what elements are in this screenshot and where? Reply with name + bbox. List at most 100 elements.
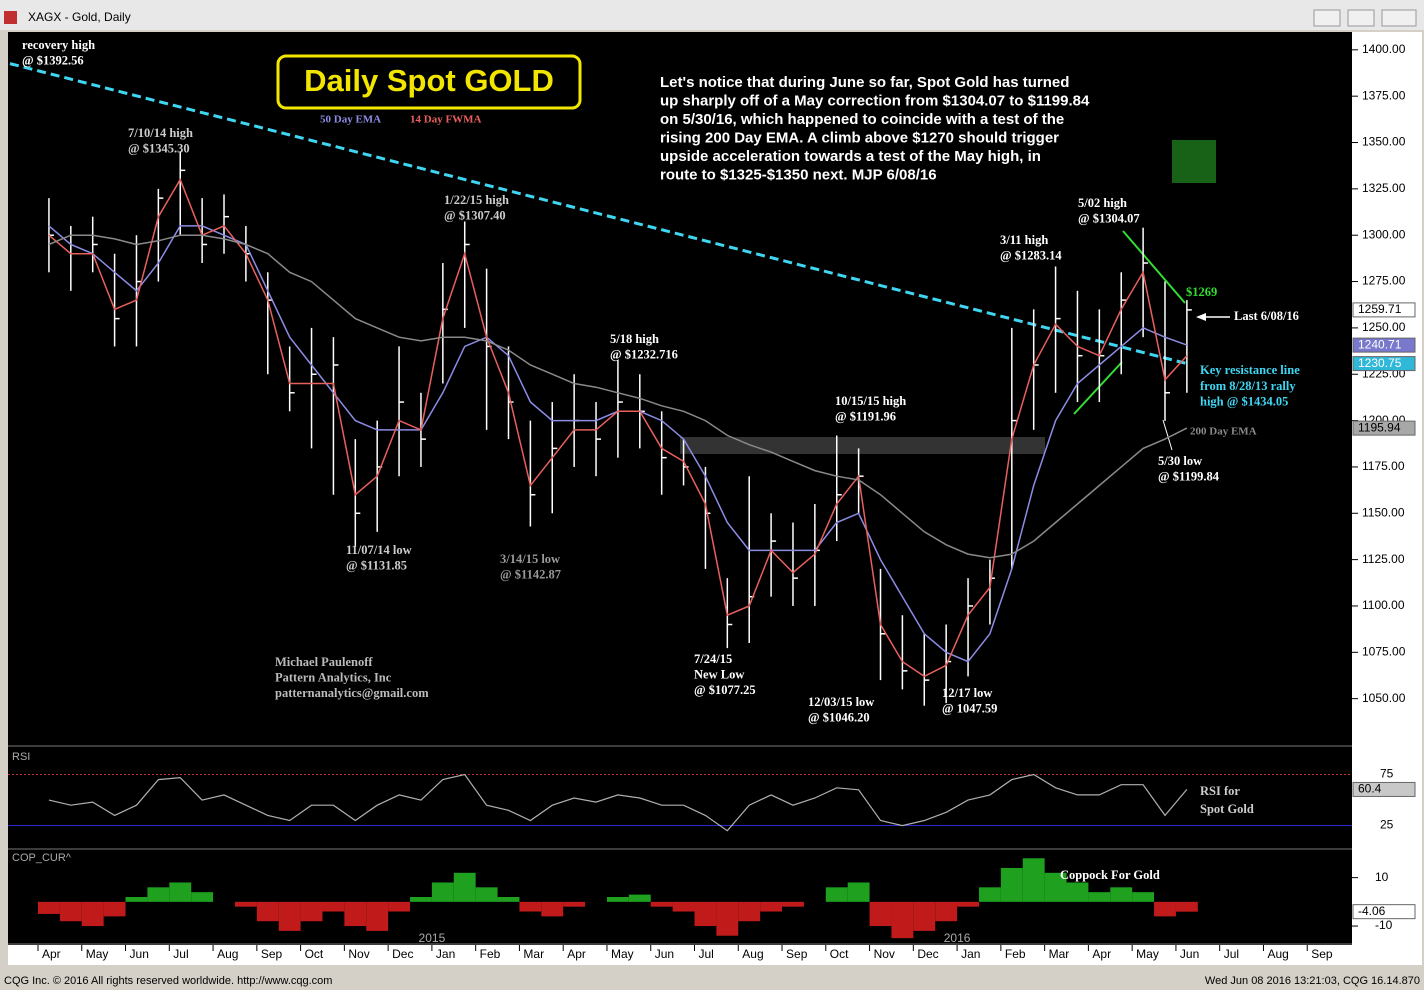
annotation-line: patternanalytics@gmail.com [275, 686, 429, 700]
value-box [1352, 356, 1416, 372]
histogram-bar [891, 901, 914, 939]
annotation: 3/14/15 low @ $1142.87 [500, 552, 561, 582]
x-tick-label: Jun [1180, 947, 1199, 961]
y-tick-label: 1050.00 [1362, 691, 1406, 705]
y-tick-label: -10 [1375, 918, 1393, 932]
value-box [1352, 904, 1416, 920]
annotation-line: up sharply off of a May correction from … [660, 92, 1090, 109]
annotation-line: from 8/28/13 rally [1200, 379, 1296, 393]
histogram-bar [103, 901, 126, 917]
histogram-bar [738, 901, 761, 922]
minimize-button[interactable] [1313, 9, 1341, 27]
annotation: Last 6/08/16 [1234, 309, 1299, 323]
annotation: Michael Paulenoff Pattern Analytics, Inc p… [275, 655, 429, 700]
value-box-label: -4.06 [1358, 904, 1386, 918]
histogram-bar [519, 901, 542, 912]
histogram-bar [606, 897, 629, 902]
annotation-line: on 5/30/16, which happened to coincide w… [660, 111, 1064, 128]
x-tick-label: Sep [786, 947, 808, 961]
x-tick-label: Jul [1224, 947, 1239, 961]
value-box [1352, 337, 1416, 353]
x-tick-label: Mar [523, 947, 544, 961]
annotation-line: 12/17 low [942, 686, 992, 700]
window-title: XAGX - Gold, Daily [28, 10, 131, 24]
footer-right: Wed Jun 08 2016 13:21:03, CQG 16.14.870 [1205, 975, 1420, 987]
annotation-line: $1269 [1186, 285, 1217, 299]
histogram-bar [1022, 858, 1045, 902]
annotation-line: @ $1046.20 [808, 710, 870, 724]
title-box [276, 54, 582, 110]
annotation: 5/02 high @ $1304.07 [1078, 196, 1140, 226]
histogram-bar [869, 901, 892, 927]
x-tick-label: Jul [173, 947, 188, 961]
window-buttons[interactable] [1313, 9, 1417, 27]
resistance-zone [680, 437, 1045, 454]
x-tick-label: Apr [42, 947, 61, 961]
annotation-line: 1/22/15 high [444, 193, 509, 207]
histogram-bar [847, 882, 870, 902]
x-tick-label: Oct [305, 947, 324, 961]
indicator-line [48, 177, 1188, 678]
annotation: Let's notice that during June so far, Sp… [660, 74, 1090, 184]
histogram-bar [147, 887, 170, 902]
annotation-line: 5/30 low [1158, 454, 1202, 468]
annotation-line: @ $1077.25 [694, 683, 756, 697]
y-tick-label: 1300.00 [1362, 227, 1406, 241]
x-tick-label: Jan [436, 947, 455, 961]
histogram-bar [1088, 892, 1111, 902]
close-button[interactable] [1381, 9, 1417, 27]
annotation-line: @ $1392.56 [22, 53, 84, 67]
annotation-line: @ 1047.59 [942, 701, 997, 715]
y-tick-label: 1125.00 [1362, 552, 1405, 566]
annotation-line: 5/18 high [610, 332, 659, 346]
histogram-bar [191, 892, 214, 902]
x-tick-label: May [1136, 947, 1159, 961]
histogram-bar [366, 901, 389, 931]
maximize-button[interactable] [1347, 9, 1375, 27]
histogram-bar [1175, 901, 1198, 912]
histogram-bar [1110, 887, 1133, 902]
annotation: 12/03/15 low @ $1046.20 [808, 695, 874, 725]
histogram-bar [234, 901, 257, 907]
pointer-line [1162, 419, 1173, 451]
histogram-bar [388, 901, 411, 912]
legend-entry: 50 Day EMA [320, 114, 381, 126]
annotation-line: 10/15/15 high [835, 394, 906, 408]
panel-title: RSI [12, 751, 30, 763]
histogram-bar [716, 901, 739, 936]
histogram-bar [694, 901, 717, 927]
annotation-line: high @ $1434.05 [1200, 394, 1288, 408]
value-box-label: 1195.94 [1358, 420, 1401, 434]
histogram-bar [1044, 872, 1067, 902]
histogram-bar [1132, 892, 1155, 902]
rsi-line [48, 773, 1188, 832]
histogram-bar [81, 901, 104, 927]
annotation-line: @ $1307.40 [444, 208, 506, 222]
annotation-line: @ $1283.14 [1000, 248, 1062, 262]
annotation: $1269 [1186, 285, 1217, 299]
histogram-bar [935, 901, 958, 922]
y-tick-label: 1350.00 [1362, 135, 1406, 149]
y-tick-label: 10 [1375, 870, 1389, 884]
histogram-bar [38, 901, 60, 914]
x-tick-label: Aug [217, 947, 238, 961]
y-tick-label: 1100.00 [1362, 598, 1405, 612]
trendline [9, 62, 1188, 366]
annotation-line: 3/14/15 low [500, 552, 560, 566]
value-box [1352, 420, 1416, 436]
x-tick-label: Dec [917, 947, 938, 961]
annotation: 7/24/15 New Low @ $1077.25 [694, 652, 756, 697]
annotation: 12/17 low @ 1047.59 [942, 686, 997, 716]
x-tick-label: May [86, 947, 109, 961]
histogram-bar [541, 901, 564, 917]
x-tick-label: Aug [742, 947, 763, 961]
value-box-label: 60.4 [1358, 782, 1382, 796]
y-tick-label: 1325.00 [1362, 181, 1406, 195]
y-tick-label: 1250.00 [1362, 320, 1406, 334]
y-tick-label: 75 [1380, 767, 1394, 781]
arrow-head [1196, 313, 1206, 321]
annotation-line: 3/11 high [1000, 233, 1048, 247]
annotation-line: Pattern Analytics, Inc [275, 670, 392, 684]
annotation-line: RSI for [1200, 784, 1240, 798]
